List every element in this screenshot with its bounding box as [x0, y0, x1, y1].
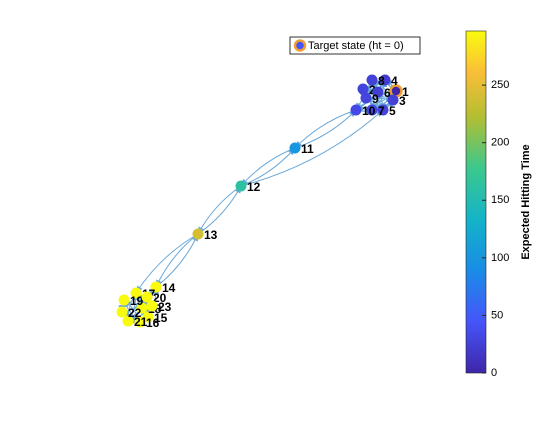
- node-label: 6: [384, 86, 391, 100]
- node-label: 3: [399, 94, 406, 108]
- node: [116, 306, 128, 318]
- colorbar-label: Expected Hitting Time: [520, 144, 532, 259]
- colorbar-tick-label: 150: [491, 194, 509, 206]
- colorbar-tick-label: 100: [491, 252, 509, 264]
- node: [350, 104, 362, 116]
- edge: [240, 109, 384, 187]
- node: [366, 74, 378, 86]
- node: [118, 294, 130, 306]
- node-label: 1: [402, 85, 409, 99]
- node-label: 5: [389, 104, 396, 118]
- node-label: 11: [301, 142, 314, 156]
- colorbar-tick-label: 50: [491, 309, 503, 321]
- node-label: 8: [378, 74, 385, 88]
- node-label: 20: [153, 291, 167, 305]
- node: [122, 315, 134, 327]
- node: [134, 316, 146, 328]
- node: [387, 94, 399, 106]
- node: [192, 228, 204, 240]
- node: [366, 104, 378, 116]
- node: [357, 83, 369, 95]
- node-label: 15: [154, 311, 168, 325]
- node: [142, 311, 154, 323]
- node-label: 16: [146, 316, 160, 330]
- node-label: 9: [372, 92, 379, 106]
- edge: [294, 109, 357, 149]
- node-label: 22: [128, 306, 142, 320]
- edge: [197, 185, 242, 235]
- node-label: 2: [369, 83, 376, 97]
- nodes: 1234567891011121314151617181920212223: [116, 74, 409, 330]
- edge: [155, 233, 199, 288]
- node: [235, 180, 247, 192]
- node-label: 14: [162, 281, 176, 295]
- node: [136, 302, 148, 314]
- node-label: 12: [247, 180, 261, 194]
- edge: [240, 147, 296, 187]
- node: [379, 74, 391, 86]
- node: [141, 291, 153, 303]
- node-label: 21: [134, 315, 148, 329]
- colorbar: [465, 30, 487, 374]
- legend: Target state (ht = 0): [289, 36, 421, 55]
- colorbar-tick-label: 0: [491, 367, 497, 379]
- node: [150, 281, 162, 293]
- node-label: 23: [158, 300, 172, 314]
- node-label: 4: [391, 74, 398, 88]
- edge: [135, 233, 199, 294]
- node-label: 7: [378, 104, 385, 118]
- node-label: 13: [204, 228, 218, 242]
- legend-marker: [293, 39, 307, 52]
- node: [377, 104, 389, 116]
- node: [130, 287, 142, 299]
- node: [289, 142, 301, 154]
- colorbar-tick-label: 250: [491, 79, 509, 91]
- node-label: 10: [362, 104, 376, 118]
- edge: [197, 185, 242, 235]
- node: [146, 300, 158, 312]
- node-label: 19: [130, 294, 144, 308]
- legend-label: Target state (ht = 0): [308, 40, 404, 52]
- node: [360, 92, 372, 104]
- legend-box: [289, 36, 421, 55]
- colorbar-tick-label: 200: [491, 137, 509, 149]
- node: [372, 86, 384, 98]
